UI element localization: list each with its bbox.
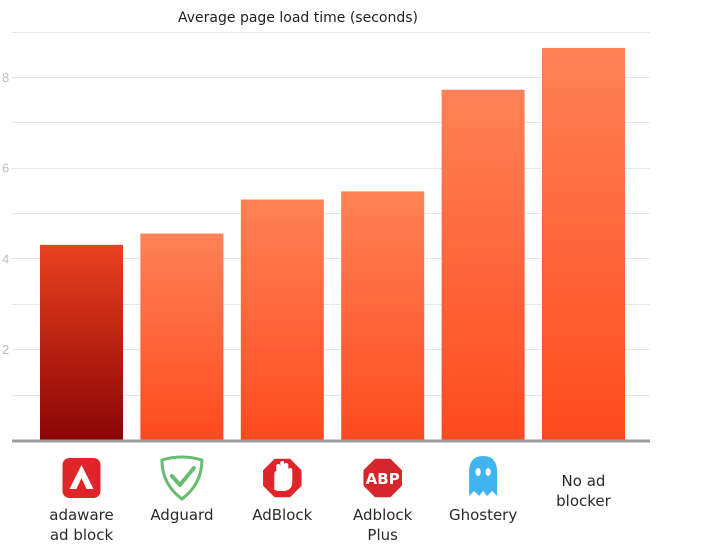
category-label: Ghostery bbox=[449, 506, 517, 524]
chart-title: Average page load time (seconds) bbox=[178, 10, 418, 26]
category-label-layer: adaware ad block Adguard AdBlock Adblock Plus… bbox=[49, 472, 611, 544]
category-label: AdBlock bbox=[252, 506, 312, 524]
adblock-plus-abp-icon: ABP bbox=[361, 457, 404, 499]
category-label: Adguard bbox=[150, 506, 213, 524]
category-label: adaware bbox=[49, 506, 113, 524]
bar-3 bbox=[240, 199, 324, 440]
adguard-shield-icon bbox=[160, 455, 204, 501]
y-tick-label: 6 bbox=[2, 161, 9, 176]
adaware-logo-icon bbox=[62, 458, 101, 498]
category-label: ad block bbox=[50, 526, 114, 540]
bar-6 bbox=[542, 47, 625, 440]
category-label: Plus bbox=[367, 526, 398, 540]
abp-icon-text: ABP bbox=[366, 470, 400, 488]
category-label: No ad bbox=[562, 472, 606, 490]
category-label: Adblock bbox=[353, 506, 413, 524]
icon-layer: ABP bbox=[62, 455, 498, 501]
y-tick-label: 4 bbox=[2, 251, 9, 266]
bar-2 bbox=[140, 233, 224, 440]
y-tick-label: 8 bbox=[2, 70, 9, 85]
adblock-hand-icon bbox=[261, 457, 304, 499]
bar-layer bbox=[40, 47, 625, 440]
y-tick-label: 2 bbox=[2, 342, 9, 357]
bar-1 bbox=[40, 244, 123, 440]
category-label: blocker bbox=[556, 492, 611, 510]
bar-4 bbox=[341, 191, 425, 440]
ghostery-ghost-icon bbox=[469, 456, 498, 496]
bar-5 bbox=[441, 89, 525, 440]
